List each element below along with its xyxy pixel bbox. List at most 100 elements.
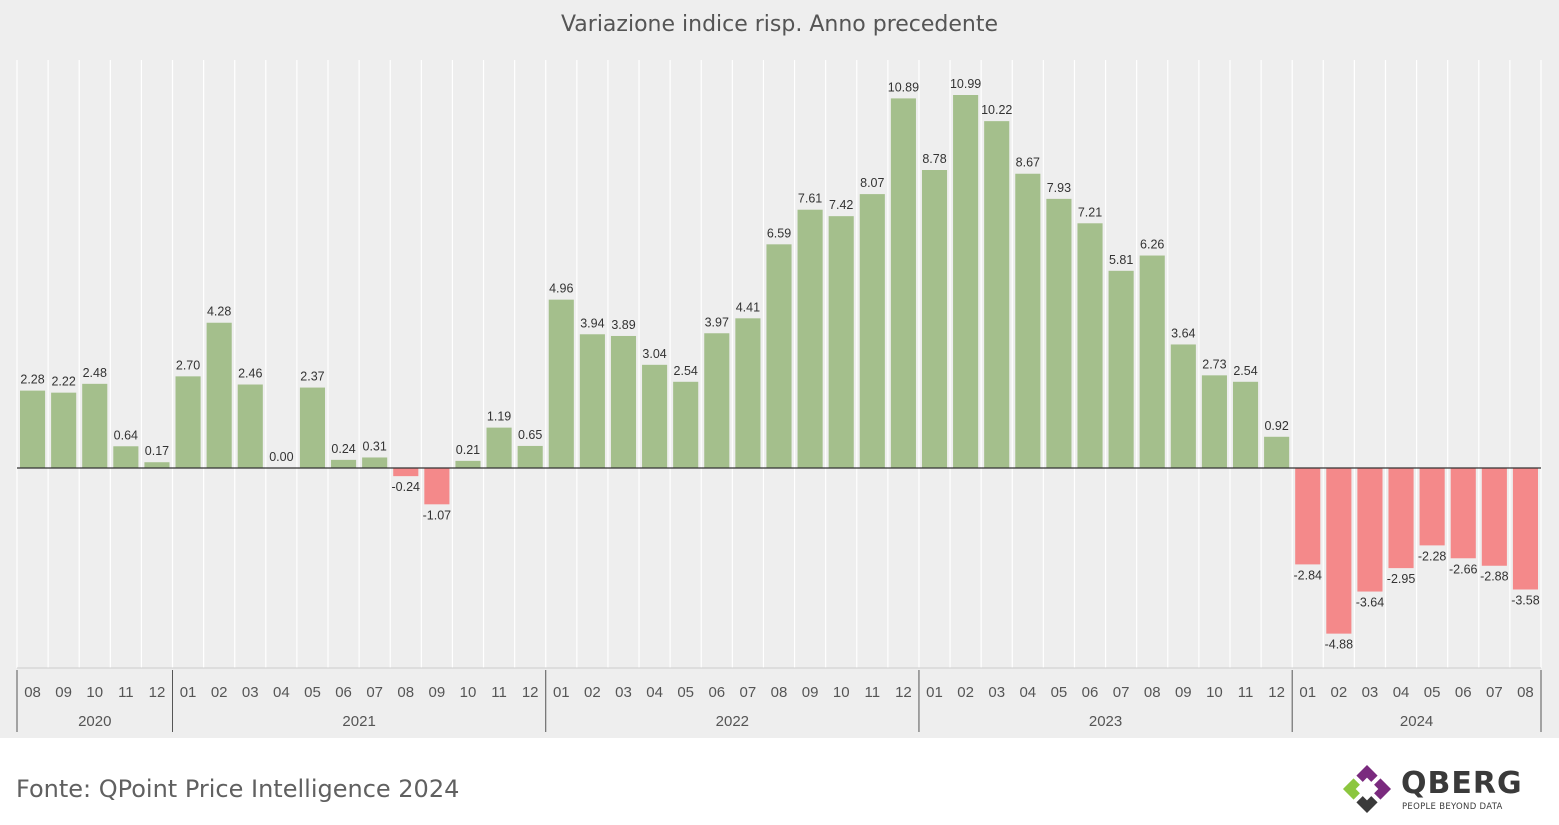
month-tick-label: 10 (833, 684, 850, 701)
month-tick-label: 04 (1393, 684, 1410, 701)
bar (953, 95, 979, 468)
bar (1201, 375, 1227, 468)
data-label: -2.28 (1418, 549, 1447, 563)
data-label: 2.54 (1233, 364, 1257, 378)
bar (1512, 468, 1538, 590)
bar (20, 390, 46, 468)
data-label: 2.70 (176, 358, 200, 372)
month-tick-label: 02 (584, 684, 601, 701)
data-label: 4.41 (736, 300, 760, 314)
month-tick-label: 06 (335, 684, 352, 701)
data-label: 3.97 (705, 315, 729, 329)
bar (859, 194, 885, 468)
data-label: 7.42 (829, 198, 853, 212)
bar (331, 459, 357, 468)
month-tick-label: 09 (55, 684, 72, 701)
bar (1450, 468, 1476, 559)
month-tick-label: 02 (957, 684, 974, 701)
bar (642, 364, 668, 468)
data-label: 7.21 (1078, 205, 1102, 219)
bar (797, 209, 823, 468)
bar (362, 457, 388, 468)
bar (1015, 173, 1041, 469)
data-label: 1.19 (487, 410, 511, 424)
month-tick-label: 11 (1238, 684, 1254, 701)
data-label: 10.22 (981, 103, 1012, 117)
data-label: 6.26 (1140, 238, 1164, 252)
month-tick-label: 07 (1486, 684, 1503, 701)
data-label: 0.24 (331, 442, 355, 456)
bar (1077, 223, 1103, 468)
bar (424, 468, 450, 505)
data-label: -2.66 (1449, 562, 1478, 576)
year-label: 2023 (1089, 713, 1122, 730)
data-label: 4.96 (549, 282, 573, 296)
month-tick-label: 09 (429, 684, 446, 701)
month-tick-label: 05 (1424, 684, 1441, 701)
data-label: 5.81 (1109, 253, 1133, 267)
year-label: 2020 (78, 713, 111, 730)
bar (766, 244, 792, 468)
month-tick-label: 10 (86, 684, 103, 701)
bar (1139, 255, 1165, 468)
data-label: 2.28 (20, 373, 44, 387)
month-tick-label: 08 (1517, 684, 1534, 701)
month-tick-label: 12 (1268, 684, 1285, 701)
data-label: 4.28 (207, 305, 231, 319)
month-tick-label: 04 (273, 684, 290, 701)
data-label: 7.61 (798, 192, 822, 206)
month-tick-label: 02 (1330, 684, 1347, 701)
month-tick-label: 10 (460, 684, 477, 701)
month-tick-label: 01 (553, 684, 570, 701)
month-tick-label: 08 (1144, 684, 1161, 701)
month-tick-label: 11 (118, 684, 134, 701)
data-label: 10.89 (888, 80, 919, 94)
data-label: 2.54 (674, 364, 698, 378)
bar (921, 170, 948, 469)
qberg-logo: QBERG PEOPLE BEYOND DATA (1338, 760, 1538, 820)
bar (82, 383, 108, 468)
data-label: 2.46 (238, 367, 262, 381)
bar (704, 333, 730, 468)
month-tick-label: 05 (304, 684, 321, 701)
month-tick-label: 05 (677, 684, 694, 701)
month-tick-label: 06 (1455, 684, 1472, 701)
data-label: 2.22 (51, 375, 75, 389)
logo-tagline: PEOPLE BEYOND DATA (1402, 802, 1503, 812)
data-label: 3.94 (580, 316, 604, 330)
bar (1108, 270, 1134, 468)
data-label: 2.37 (300, 370, 324, 384)
bar (1264, 436, 1290, 468)
bar (1357, 468, 1383, 592)
source-note: Fonte: QPoint Price Intelligence 2024 (16, 775, 460, 803)
data-label: 7.93 (1047, 181, 1071, 195)
logo-name: QBERG (1401, 766, 1523, 801)
data-label: 3.89 (611, 318, 635, 332)
year-label: 2022 (716, 713, 749, 730)
bar (984, 121, 1010, 468)
bar (548, 299, 574, 468)
data-label: 2.48 (83, 366, 107, 380)
month-tick-label: 01 (926, 684, 943, 701)
bar (1170, 344, 1196, 468)
month-tick-label: 11 (865, 684, 881, 701)
month-tick-label: 03 (242, 684, 259, 701)
data-label: 10.99 (950, 77, 981, 91)
month-tick-label: 07 (366, 684, 383, 701)
month-tick-label: 09 (802, 684, 819, 701)
data-label: -0.24 (392, 480, 421, 494)
month-tick-label: 04 (1019, 684, 1036, 701)
month-tick-label: 06 (1082, 684, 1099, 701)
bar (1419, 468, 1445, 546)
year-label: 2021 (342, 713, 375, 730)
bar (393, 468, 419, 477)
data-label: -4.88 (1325, 638, 1354, 652)
data-label: 0.21 (456, 443, 480, 457)
bar (1046, 198, 1072, 468)
data-label: 8.07 (860, 176, 884, 190)
month-tick-label: 12 (522, 684, 539, 701)
bar (517, 445, 543, 468)
month-tick-label: 09 (1175, 684, 1192, 701)
data-label: 8.67 (1016, 156, 1040, 170)
bar (1232, 381, 1259, 468)
